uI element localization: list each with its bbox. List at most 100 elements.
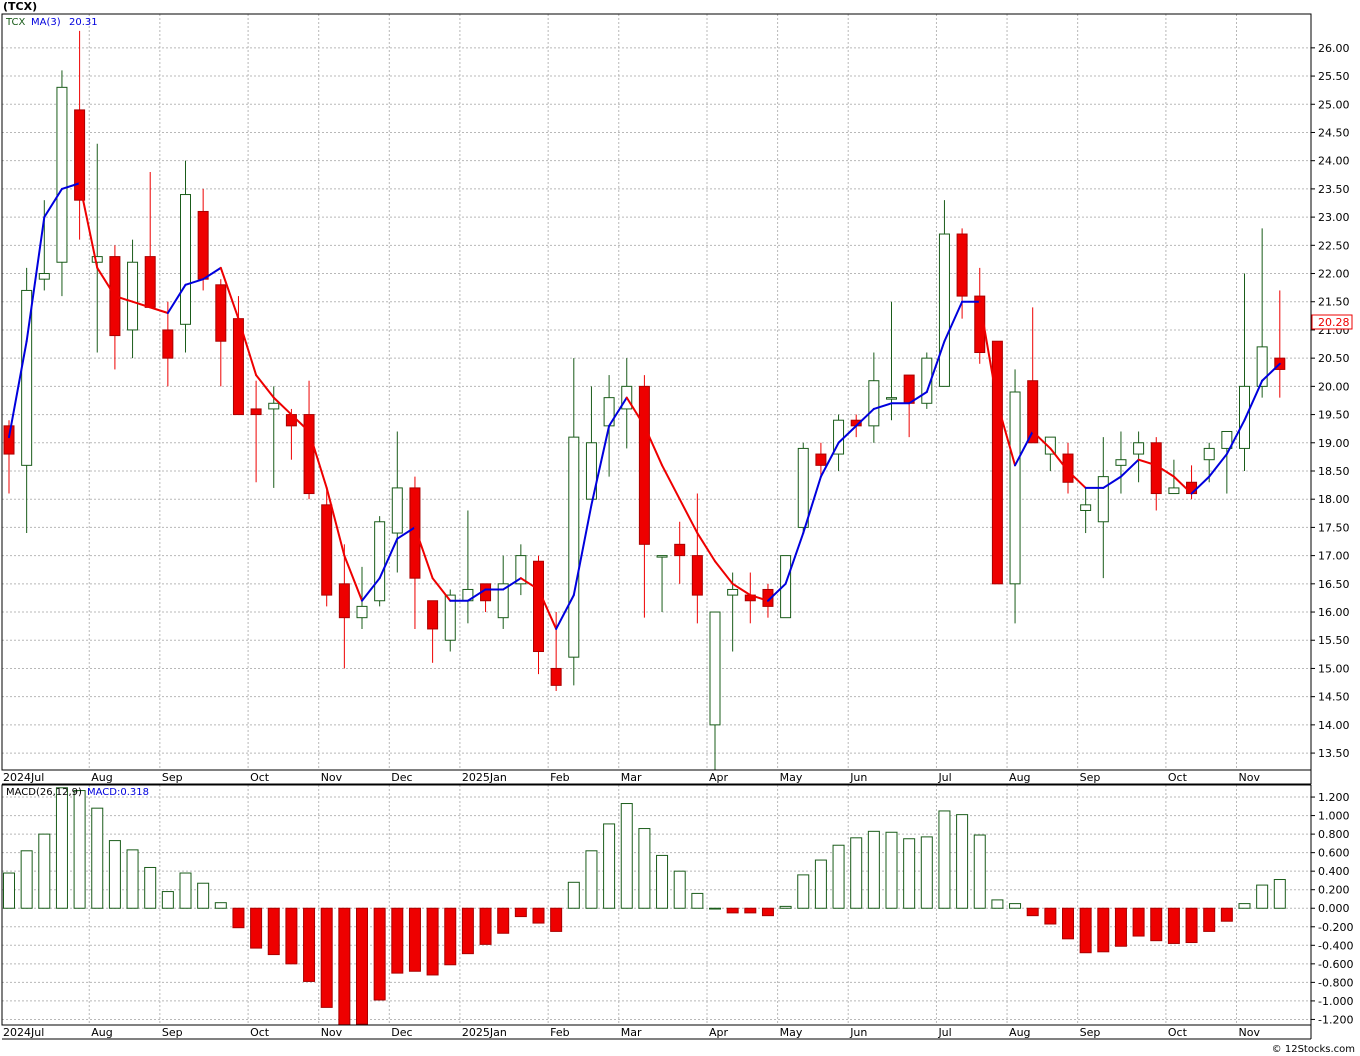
month-label-macd: May bbox=[780, 1026, 803, 1039]
ma3-segment bbox=[396, 526, 416, 540]
candle-body bbox=[144, 256, 156, 308]
month-label-macd: Sep bbox=[1080, 1026, 1101, 1039]
month-label-macd: Oct bbox=[250, 1026, 270, 1039]
ma3-segment bbox=[555, 594, 575, 630]
macd-bar bbox=[673, 870, 686, 909]
price-tick-label: 14.00 bbox=[1318, 719, 1350, 732]
ma3-segment bbox=[978, 300, 999, 405]
macd-bar bbox=[761, 907, 774, 917]
ma3-segment bbox=[466, 588, 487, 602]
macd-bar bbox=[1114, 907, 1127, 947]
ma3-segment bbox=[802, 475, 822, 535]
macd-bar bbox=[267, 907, 280, 956]
macd-tick-label: -0.600 bbox=[1318, 958, 1353, 971]
macd-bar bbox=[1185, 907, 1198, 944]
price-tick-label: 18.00 bbox=[1318, 493, 1350, 506]
candle-body bbox=[868, 380, 880, 427]
macd-bar bbox=[285, 907, 298, 965]
ma3-segment bbox=[1014, 430, 1034, 467]
price-grid bbox=[1, 14, 1311, 770]
candle-body bbox=[1097, 476, 1109, 523]
macd-bar bbox=[1026, 907, 1039, 917]
ma3-segment bbox=[872, 402, 893, 410]
macd-bar bbox=[108, 840, 121, 909]
macd-bar bbox=[179, 872, 192, 909]
macd-tick-label: -0.400 bbox=[1318, 939, 1353, 952]
price-tick-label: 15.50 bbox=[1318, 634, 1350, 647]
month-label: Dec bbox=[391, 771, 412, 784]
ma3-segment bbox=[219, 266, 240, 320]
price-tick-label: 16.00 bbox=[1318, 606, 1350, 619]
ma3-segment bbox=[96, 266, 116, 298]
macd-tick-label: -1.000 bbox=[1318, 995, 1353, 1008]
macd-bar bbox=[1009, 903, 1022, 909]
price-tick-label: 20.00 bbox=[1318, 380, 1350, 393]
candle-body bbox=[444, 594, 456, 641]
macd-bar bbox=[956, 814, 969, 909]
macd-bar bbox=[920, 836, 933, 909]
macd-bar bbox=[144, 866, 157, 909]
ma3-segment bbox=[925, 340, 946, 393]
month-label-macd: Jun bbox=[849, 1026, 867, 1039]
ma3-segment bbox=[731, 582, 752, 597]
macd-bar bbox=[303, 907, 316, 982]
macd-bar bbox=[1167, 907, 1180, 944]
month-label: Nov bbox=[1239, 771, 1261, 784]
macd-bar bbox=[479, 907, 492, 945]
candle-body bbox=[91, 256, 103, 263]
macd-bar bbox=[744, 907, 757, 914]
candle-body bbox=[1239, 385, 1250, 449]
month-label-macd: Oct bbox=[1168, 1026, 1188, 1039]
candle-body bbox=[74, 109, 86, 201]
ma3-segment bbox=[202, 266, 222, 281]
watermark: © 12Stocks.com bbox=[1272, 1044, 1355, 1055]
macd-tick-label: -1.200 bbox=[1318, 1013, 1353, 1026]
month-label: Mar bbox=[621, 771, 642, 784]
macd-bar bbox=[197, 882, 210, 909]
ma3-segment bbox=[1067, 469, 1087, 489]
ma3-segment bbox=[1119, 458, 1140, 478]
month-label: May bbox=[780, 771, 803, 784]
ma3-segment bbox=[1190, 475, 1211, 495]
month-label: 2024Jul bbox=[3, 771, 44, 784]
macd-tick-label: 1.200 bbox=[1318, 791, 1350, 804]
candle-body bbox=[215, 284, 227, 342]
ma3-segment bbox=[519, 577, 540, 591]
candle-body bbox=[1044, 436, 1056, 455]
candle-body bbox=[585, 442, 597, 500]
candle-body bbox=[285, 414, 297, 427]
ma3-segment bbox=[1172, 475, 1193, 495]
candle-body bbox=[56, 86, 68, 263]
candle-body bbox=[427, 600, 439, 630]
macd-bar bbox=[38, 833, 51, 909]
candle-body bbox=[1168, 487, 1180, 495]
macd-bar bbox=[1062, 907, 1074, 940]
candle-body bbox=[956, 233, 968, 297]
macd-bar bbox=[320, 907, 333, 1008]
ma3-segment bbox=[43, 187, 63, 219]
ma3-segment bbox=[643, 424, 664, 467]
month-label: Jul bbox=[937, 771, 951, 784]
candle-body bbox=[1115, 459, 1127, 466]
month-label-macd: Mar bbox=[621, 1026, 642, 1039]
macd-bar bbox=[126, 849, 139, 909]
macd-bar bbox=[1256, 884, 1269, 909]
macd-bar bbox=[1220, 907, 1233, 922]
candle-body bbox=[391, 487, 403, 534]
macd-bar bbox=[1238, 903, 1251, 909]
macd-bar bbox=[603, 823, 616, 909]
price-tick-label: 23.00 bbox=[1318, 211, 1350, 224]
macd-bar bbox=[938, 810, 951, 909]
ma3-segment bbox=[113, 295, 134, 303]
candle-body bbox=[533, 560, 544, 653]
macd-tick-label: 0.400 bbox=[1318, 865, 1350, 878]
ma3-segment bbox=[625, 396, 646, 427]
candle-body bbox=[656, 555, 668, 558]
price-tick-label: 14.50 bbox=[1318, 691, 1350, 704]
ma3-segment bbox=[60, 182, 81, 190]
candle-body bbox=[1256, 346, 1268, 387]
ma3-segment bbox=[1261, 362, 1281, 382]
macd-bar bbox=[1203, 907, 1216, 932]
ma3-segment bbox=[25, 216, 46, 343]
